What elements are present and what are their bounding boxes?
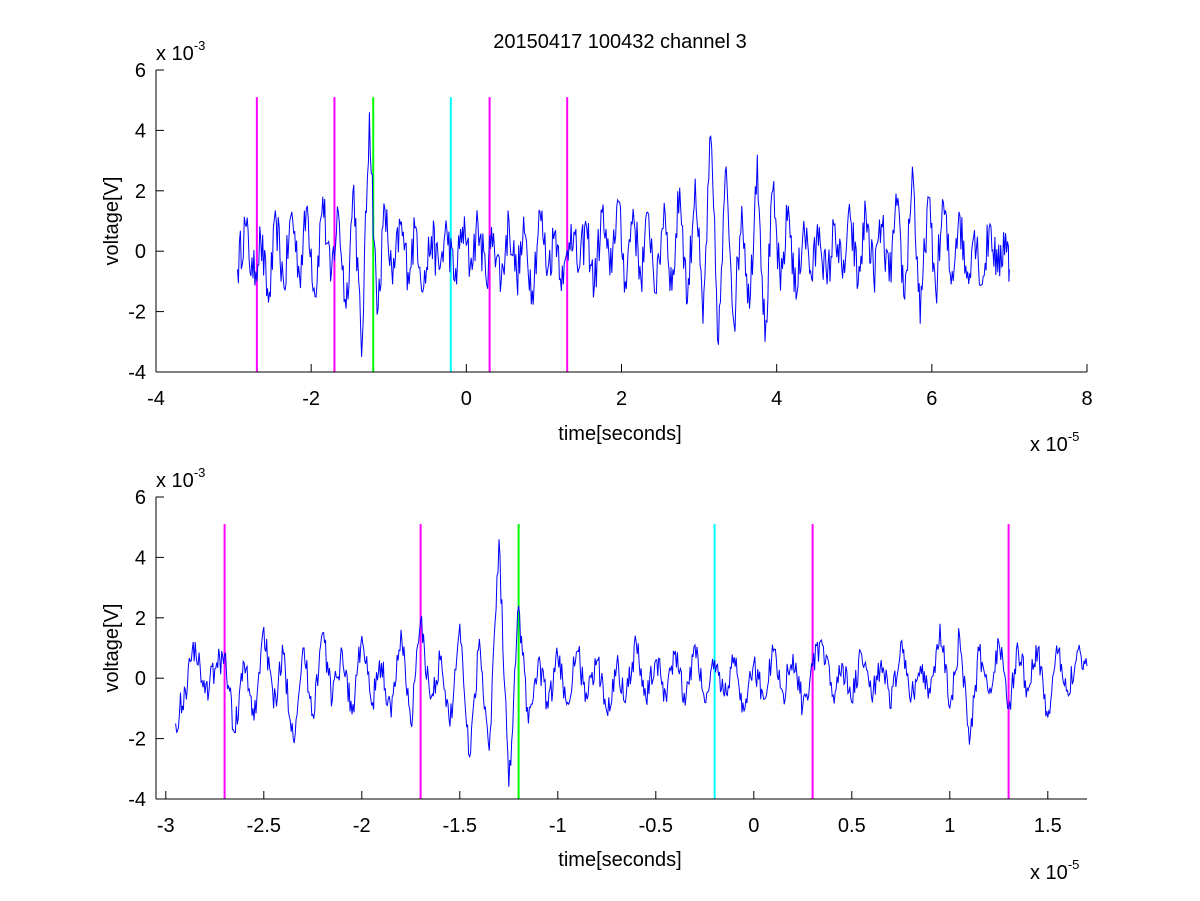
- bottom-y-label: voltage[V]: [101, 604, 123, 693]
- top-y-tick-label: -2: [128, 302, 146, 324]
- top-signal-line: [237, 112, 1010, 357]
- bottom-subplot: -3 -2.5 -2 -1.5 -1 -0.5 0 0.5 1 1.5 -4 -2 0 2 4 6 time[…: [101, 465, 1088, 884]
- bottom-y-tick-label: 2: [135, 608, 146, 630]
- top-x-tick-label: -2: [302, 388, 320, 410]
- top-x-label: time[seconds]: [558, 423, 681, 445]
- top-event-markers: [255, 97, 569, 372]
- top-y-tick-label: 0: [135, 241, 146, 263]
- bottom-y-exponent-power: -3: [194, 465, 206, 480]
- bottom-signal: [175, 539, 1088, 787]
- bottom-y-tick-label: -2: [128, 729, 146, 751]
- top-y-tick-label: -4: [128, 362, 146, 384]
- bottom-y-exponent-base: x 10: [156, 470, 194, 492]
- bottom-x-tick-label: 0: [748, 815, 759, 837]
- top-y-tick-label: 4: [135, 120, 146, 142]
- bottom-y-tick-label: -4: [128, 789, 146, 811]
- top-subplot: -4 -2 0 2 4 6 8 -4 -2 0 2 4 6 time[seconds] voltage[…: [101, 38, 1093, 456]
- top-x-exponent-power: -5: [1068, 429, 1080, 444]
- top-y-tick-label: 6: [135, 60, 146, 82]
- figure-title: 20150417 100432 channel 3: [493, 31, 747, 53]
- bottom-y-tick-label: 4: [135, 547, 146, 569]
- top-x-tick-label: -4: [147, 388, 165, 410]
- bottom-signal-line: [175, 539, 1088, 787]
- top-y-exponent-base: x 10: [156, 43, 194, 65]
- bottom-x-tick-label: -1: [549, 815, 567, 837]
- bottom-x-tick-label: -2: [353, 815, 371, 837]
- bottom-x-tick-label: -1.5: [443, 815, 477, 837]
- top-x-exponent: x 10-5: [1030, 429, 1079, 456]
- top-signal: [237, 112, 1010, 357]
- top-y-exponent-power: -3: [194, 38, 206, 53]
- top-x-exponent-base: x 10: [1030, 434, 1068, 456]
- top-x-tick-label: 2: [616, 388, 627, 410]
- top-axes-box: [156, 70, 1087, 372]
- bottom-ticks: -3 -2.5 -2 -1.5 -1 -0.5 0 0.5 1 1.5 -4 -2 0 2 4 6: [128, 487, 1062, 837]
- bottom-x-tick-label: -3: [157, 815, 175, 837]
- bottom-x-tick-label: -2.5: [247, 815, 281, 837]
- top-y-tick-label: 2: [135, 181, 146, 203]
- bottom-event-markers: [223, 524, 1010, 799]
- top-ticks: -4 -2 0 2 4 6 8 -4 -2 0 2 4 6: [128, 60, 1092, 410]
- bottom-x-tick-label: 1.5: [1034, 815, 1062, 837]
- bottom-x-tick-label: -0.5: [639, 815, 673, 837]
- bottom-axes-box: [156, 497, 1087, 799]
- top-x-tick-label: 4: [771, 388, 782, 410]
- bottom-x-exponent-base: x 10: [1030, 862, 1068, 884]
- top-y-exponent: x 10-3: [156, 38, 205, 65]
- top-x-tick-label: 0: [461, 388, 472, 410]
- bottom-x-exponent-power: -5: [1068, 857, 1080, 872]
- bottom-y-exponent: x 10-3: [156, 465, 205, 492]
- bottom-x-exponent: x 10-5: [1030, 857, 1079, 884]
- top-y-label: voltage[V]: [101, 177, 123, 266]
- top-x-tick-label: 8: [1081, 388, 1092, 410]
- bottom-x-label: time[seconds]: [558, 849, 681, 871]
- bottom-y-tick-label: 6: [135, 487, 146, 509]
- bottom-x-tick-label: 1: [944, 815, 955, 837]
- top-x-tick-label: 6: [926, 388, 937, 410]
- bottom-x-tick-label: 0.5: [838, 815, 866, 837]
- bottom-y-tick-label: 0: [135, 668, 146, 690]
